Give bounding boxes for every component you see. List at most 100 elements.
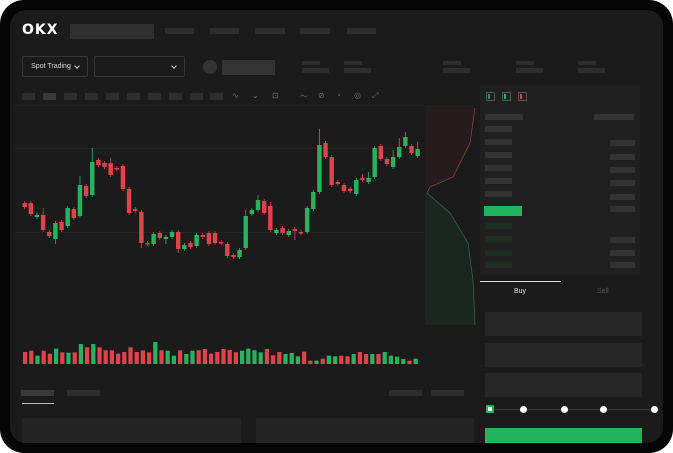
volume-bar [240, 350, 245, 364]
stat-value [443, 68, 470, 73]
volume-bar [85, 347, 90, 364]
slider-step[interactable] [651, 406, 658, 413]
volume-bar [140, 350, 145, 364]
candle-body [206, 233, 212, 244]
candle-body [329, 157, 334, 185]
candle-body [237, 250, 242, 257]
volume-bar [60, 352, 65, 364]
candle-body [225, 244, 230, 256]
price-input[interactable] [485, 312, 642, 336]
ask-amount [610, 180, 635, 186]
chart-top-border [15, 105, 425, 106]
chart-type-icon[interactable]: ⌄ [252, 91, 259, 100]
search-bar[interactable] [70, 24, 154, 39]
drawing-line-icon[interactable]: ⊡ [272, 91, 279, 100]
candle-body [335, 182, 341, 184]
candle-body [249, 210, 255, 214]
candle-body [77, 185, 83, 216]
candle-body [231, 255, 236, 257]
volume-bar [277, 352, 282, 364]
okx-logo[interactable]: OKX [22, 22, 59, 38]
candle-body [243, 216, 248, 248]
candle-body [96, 160, 101, 165]
buy-button[interactable] [485, 428, 642, 443]
pair-dropdown[interactable] [94, 56, 185, 77]
orderbook-both-icon[interactable] [486, 92, 495, 101]
timeframe-button[interactable] [127, 93, 140, 100]
volume-bar [91, 344, 96, 364]
volume-bar [345, 356, 350, 364]
candlestick-chart[interactable] [10, 10, 663, 443]
volume-bar [289, 353, 294, 364]
leverage-slider-track[interactable] [490, 409, 655, 410]
candle-body [59, 222, 64, 230]
nav-item[interactable] [255, 28, 285, 34]
stat-value [344, 68, 371, 73]
bottom-tab-underline [22, 403, 54, 404]
candle-body [218, 242, 224, 244]
volume-bar [109, 350, 114, 364]
candle-body [268, 206, 273, 230]
depth-bids-line [426, 192, 476, 326]
candle-body [108, 163, 113, 175]
tab-buy[interactable]: Buy [514, 288, 527, 295]
nav-item[interactable] [210, 28, 239, 34]
ask-price [485, 165, 512, 171]
volume-bar [134, 352, 139, 364]
timeframe-button[interactable] [148, 93, 161, 100]
amount-input[interactable] [485, 343, 642, 367]
volume-bar [370, 354, 375, 364]
ruler-icon[interactable]: 〜 [300, 92, 308, 101]
stat-label [578, 61, 596, 65]
slider-step[interactable] [561, 406, 568, 413]
slider-step[interactable] [520, 406, 527, 413]
tool-icon[interactable]: ⤢ [372, 91, 379, 100]
nav-item[interactable] [165, 28, 194, 34]
orderbook-asks-icon[interactable] [518, 92, 527, 101]
bottom-action[interactable] [389, 390, 422, 396]
candle-body [188, 243, 193, 247]
timeframe-button[interactable] [43, 93, 56, 100]
volume-bar [302, 351, 307, 364]
candle-body [397, 147, 402, 157]
settings-icon[interactable]: ◔ [336, 91, 341, 100]
stat-value [516, 68, 543, 73]
timeframe-button[interactable] [106, 93, 119, 100]
timeframe-button[interactable] [190, 93, 203, 100]
stat-value [302, 68, 329, 73]
timeframe-button[interactable] [85, 93, 98, 100]
candle-body [182, 245, 187, 249]
slider-step[interactable] [600, 406, 607, 413]
timeframe-button[interactable] [169, 93, 182, 100]
candle-body [255, 200, 261, 210]
pair-price [222, 60, 275, 75]
timeframe-button[interactable] [64, 93, 77, 100]
nav-item[interactable] [347, 28, 376, 34]
timeframe-button[interactable] [210, 93, 223, 100]
volume-bar [388, 355, 393, 364]
total-input[interactable] [485, 373, 642, 397]
volume-bar [178, 350, 183, 364]
candle-body [145, 243, 150, 245]
slider-handle[interactable] [486, 405, 494, 413]
timeframe-button[interactable] [22, 93, 35, 100]
volume-bar [308, 360, 313, 364]
volume-bar [23, 352, 28, 364]
volume-bar [184, 354, 189, 364]
candle-body [311, 192, 316, 209]
bottom-tab[interactable] [67, 390, 100, 396]
tab-sell[interactable]: Sell [597, 288, 609, 295]
screenshot-icon[interactable]: ⊘ [318, 91, 325, 100]
bottom-action[interactable] [431, 390, 464, 396]
fullscreen-icon[interactable]: ◎ [354, 91, 361, 100]
candle-body [151, 234, 156, 244]
nav-item[interactable] [300, 28, 330, 34]
orderbook-header-amount [594, 114, 634, 120]
market-type-dropdown[interactable]: Spot Trading [22, 56, 88, 77]
indicator-icon[interactable]: ∿ [232, 91, 239, 100]
orderbook-bids-icon[interactable] [502, 92, 511, 101]
volume-bar [364, 354, 369, 364]
candle-body [176, 232, 181, 249]
bottom-tab-active[interactable] [21, 390, 54, 396]
stat-label [302, 61, 320, 65]
